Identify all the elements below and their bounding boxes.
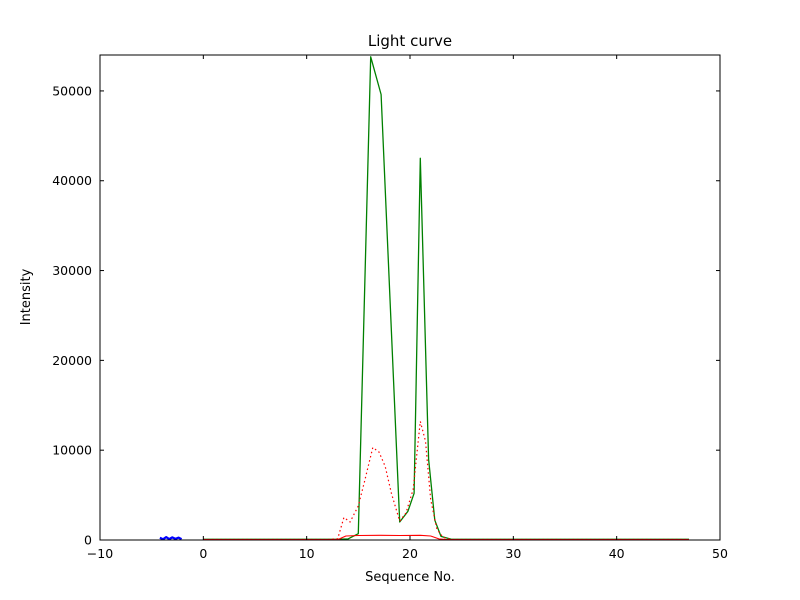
x-tick-label: 50	[712, 546, 728, 561]
x-tick-label: 30	[505, 546, 521, 561]
x-tick-label: 10	[299, 546, 315, 561]
x-tick-label: 40	[609, 546, 625, 561]
x-tick-label: −10	[87, 546, 113, 561]
x-axis-label: Sequence No.	[365, 570, 455, 585]
chart-title: Light curve	[368, 32, 452, 50]
y-tick-label: 20000	[52, 353, 92, 368]
plot-background	[100, 55, 720, 540]
x-tick-label: 20	[402, 546, 418, 561]
y-axis-label: Intensity	[19, 268, 34, 325]
y-tick-label: 10000	[52, 443, 92, 458]
series-reference-intensity	[203, 420, 689, 541]
x-tick-label: 0	[199, 546, 207, 561]
y-tick-label: 0	[84, 533, 92, 548]
y-tick-label: 30000	[52, 263, 92, 278]
y-tick-label: 50000	[52, 83, 92, 98]
y-tick-label: 40000	[52, 173, 92, 188]
axes-frame	[99, 54, 721, 541]
series-pre-sequence-marker	[159, 535, 183, 541]
